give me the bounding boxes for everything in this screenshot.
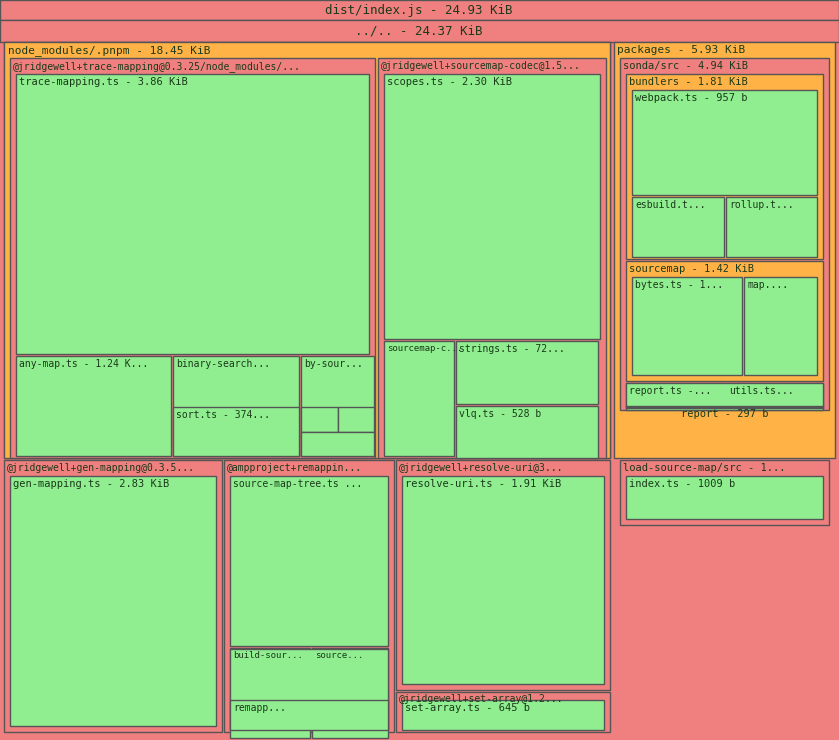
Text: sourcemap-c...: sourcemap-c...	[387, 344, 462, 353]
Bar	[620, 460, 829, 525]
Text: sonda/src - 4.94 KiB: sonda/src - 4.94 KiB	[623, 61, 748, 71]
Bar	[384, 74, 600, 339]
Text: dist/index.js - 24.93 KiB: dist/index.js - 24.93 KiB	[326, 4, 513, 17]
Text: report - 297 b: report - 297 b	[680, 409, 769, 419]
Bar	[10, 476, 216, 726]
Bar	[230, 649, 388, 729]
Text: @jridgewell+gen-mapping@0.3.5...: @jridgewell+gen-mapping@0.3.5...	[7, 463, 195, 473]
Text: @jridgewell+sourcemap-codec@1.5...: @jridgewell+sourcemap-codec@1.5...	[381, 61, 581, 71]
Text: @jridgewell+set-array@1.2...: @jridgewell+set-array@1.2...	[399, 694, 564, 704]
Text: sourcemap - 1.42 KiB: sourcemap - 1.42 KiB	[629, 264, 754, 274]
Bar	[301, 432, 374, 456]
Bar	[402, 476, 604, 684]
Bar	[0, 0, 839, 20]
Text: trace-mapping.ts - 3.86 KiB: trace-mapping.ts - 3.86 KiB	[19, 77, 188, 87]
Bar	[402, 700, 604, 730]
Text: remapp...: remapp...	[233, 703, 286, 713]
Bar	[626, 383, 724, 408]
Text: @jridgewell+trace-mapping@0.3.25/node_modules/...: @jridgewell+trace-mapping@0.3.25/node_mo…	[13, 61, 301, 72]
Text: source...: source...	[315, 651, 363, 660]
Text: scopes.ts - 2.30 KiB: scopes.ts - 2.30 KiB	[387, 77, 512, 87]
Text: any-map.ts - 1.24 K...: any-map.ts - 1.24 K...	[19, 359, 149, 369]
Bar	[230, 648, 310, 738]
Bar	[726, 197, 817, 257]
Bar	[396, 692, 610, 732]
Bar	[632, 277, 742, 375]
Bar	[224, 460, 394, 732]
Text: index.ts - 1009 b: index.ts - 1009 b	[629, 479, 735, 489]
Bar	[0, 20, 839, 42]
Text: node_modules/.pnpm - 18.45 KiB: node_modules/.pnpm - 18.45 KiB	[8, 45, 211, 56]
Bar	[301, 407, 338, 432]
Bar	[384, 341, 454, 456]
Text: bytes.ts - 1...: bytes.ts - 1...	[635, 280, 723, 290]
Bar	[456, 406, 598, 458]
Bar	[626, 408, 823, 410]
Bar	[396, 460, 610, 690]
Text: report.ts -...: report.ts -...	[629, 386, 711, 396]
Bar	[230, 700, 388, 730]
Text: by-sour...: by-sour...	[304, 359, 362, 369]
Text: vlq.ts - 528 b: vlq.ts - 528 b	[459, 409, 541, 419]
Bar	[626, 406, 823, 407]
Bar	[301, 356, 374, 456]
Text: strings.ts - 72...: strings.ts - 72...	[459, 344, 565, 354]
Text: load-source-map/src - 1...: load-source-map/src - 1...	[623, 463, 785, 473]
Text: packages - 5.93 KiB: packages - 5.93 KiB	[617, 45, 745, 55]
Text: rollup.t...: rollup.t...	[729, 200, 794, 210]
Bar	[16, 74, 369, 354]
Bar	[230, 476, 388, 646]
Bar	[4, 42, 610, 458]
Text: utils.ts...: utils.ts...	[729, 386, 794, 396]
Bar	[16, 356, 171, 456]
Text: sort.ts - 374...: sort.ts - 374...	[176, 410, 270, 420]
Bar	[614, 42, 835, 458]
Bar	[378, 58, 606, 458]
Bar	[620, 58, 829, 410]
Text: gen-mapping.ts - 2.83 KiB: gen-mapping.ts - 2.83 KiB	[13, 479, 169, 489]
Bar	[173, 407, 299, 456]
Text: resolve-uri.ts - 1.91 KiB: resolve-uri.ts - 1.91 KiB	[405, 479, 561, 489]
Text: map....: map....	[747, 280, 788, 290]
Bar	[4, 42, 610, 458]
Bar	[626, 74, 823, 259]
Bar	[632, 90, 817, 195]
Bar	[173, 356, 299, 456]
Bar	[632, 197, 724, 257]
Bar	[10, 58, 375, 458]
Bar	[626, 261, 823, 381]
Text: @jridgewell+resolve-uri@3...: @jridgewell+resolve-uri@3...	[399, 463, 564, 473]
Text: bundlers - 1.81 KiB: bundlers - 1.81 KiB	[629, 77, 748, 87]
Bar	[726, 383, 823, 408]
Text: @ampproject+remappin...: @ampproject+remappin...	[227, 463, 362, 473]
Bar	[312, 648, 388, 738]
Bar	[456, 341, 598, 404]
Bar	[338, 407, 374, 432]
Text: esbuild.t...: esbuild.t...	[635, 200, 706, 210]
Text: webpack.ts - 957 b: webpack.ts - 957 b	[635, 93, 748, 103]
Text: ../.. - 24.37 KiB: ../.. - 24.37 KiB	[355, 24, 482, 37]
Text: source-map-tree.ts ...: source-map-tree.ts ...	[233, 479, 362, 489]
Text: build-sour...: build-sour...	[233, 651, 303, 660]
Bar	[744, 277, 817, 375]
Text: set-array.ts - 645 b: set-array.ts - 645 b	[405, 703, 530, 713]
Bar	[626, 476, 823, 519]
Text: binary-search...: binary-search...	[176, 359, 270, 369]
Bar	[626, 383, 823, 408]
Bar	[4, 460, 222, 732]
